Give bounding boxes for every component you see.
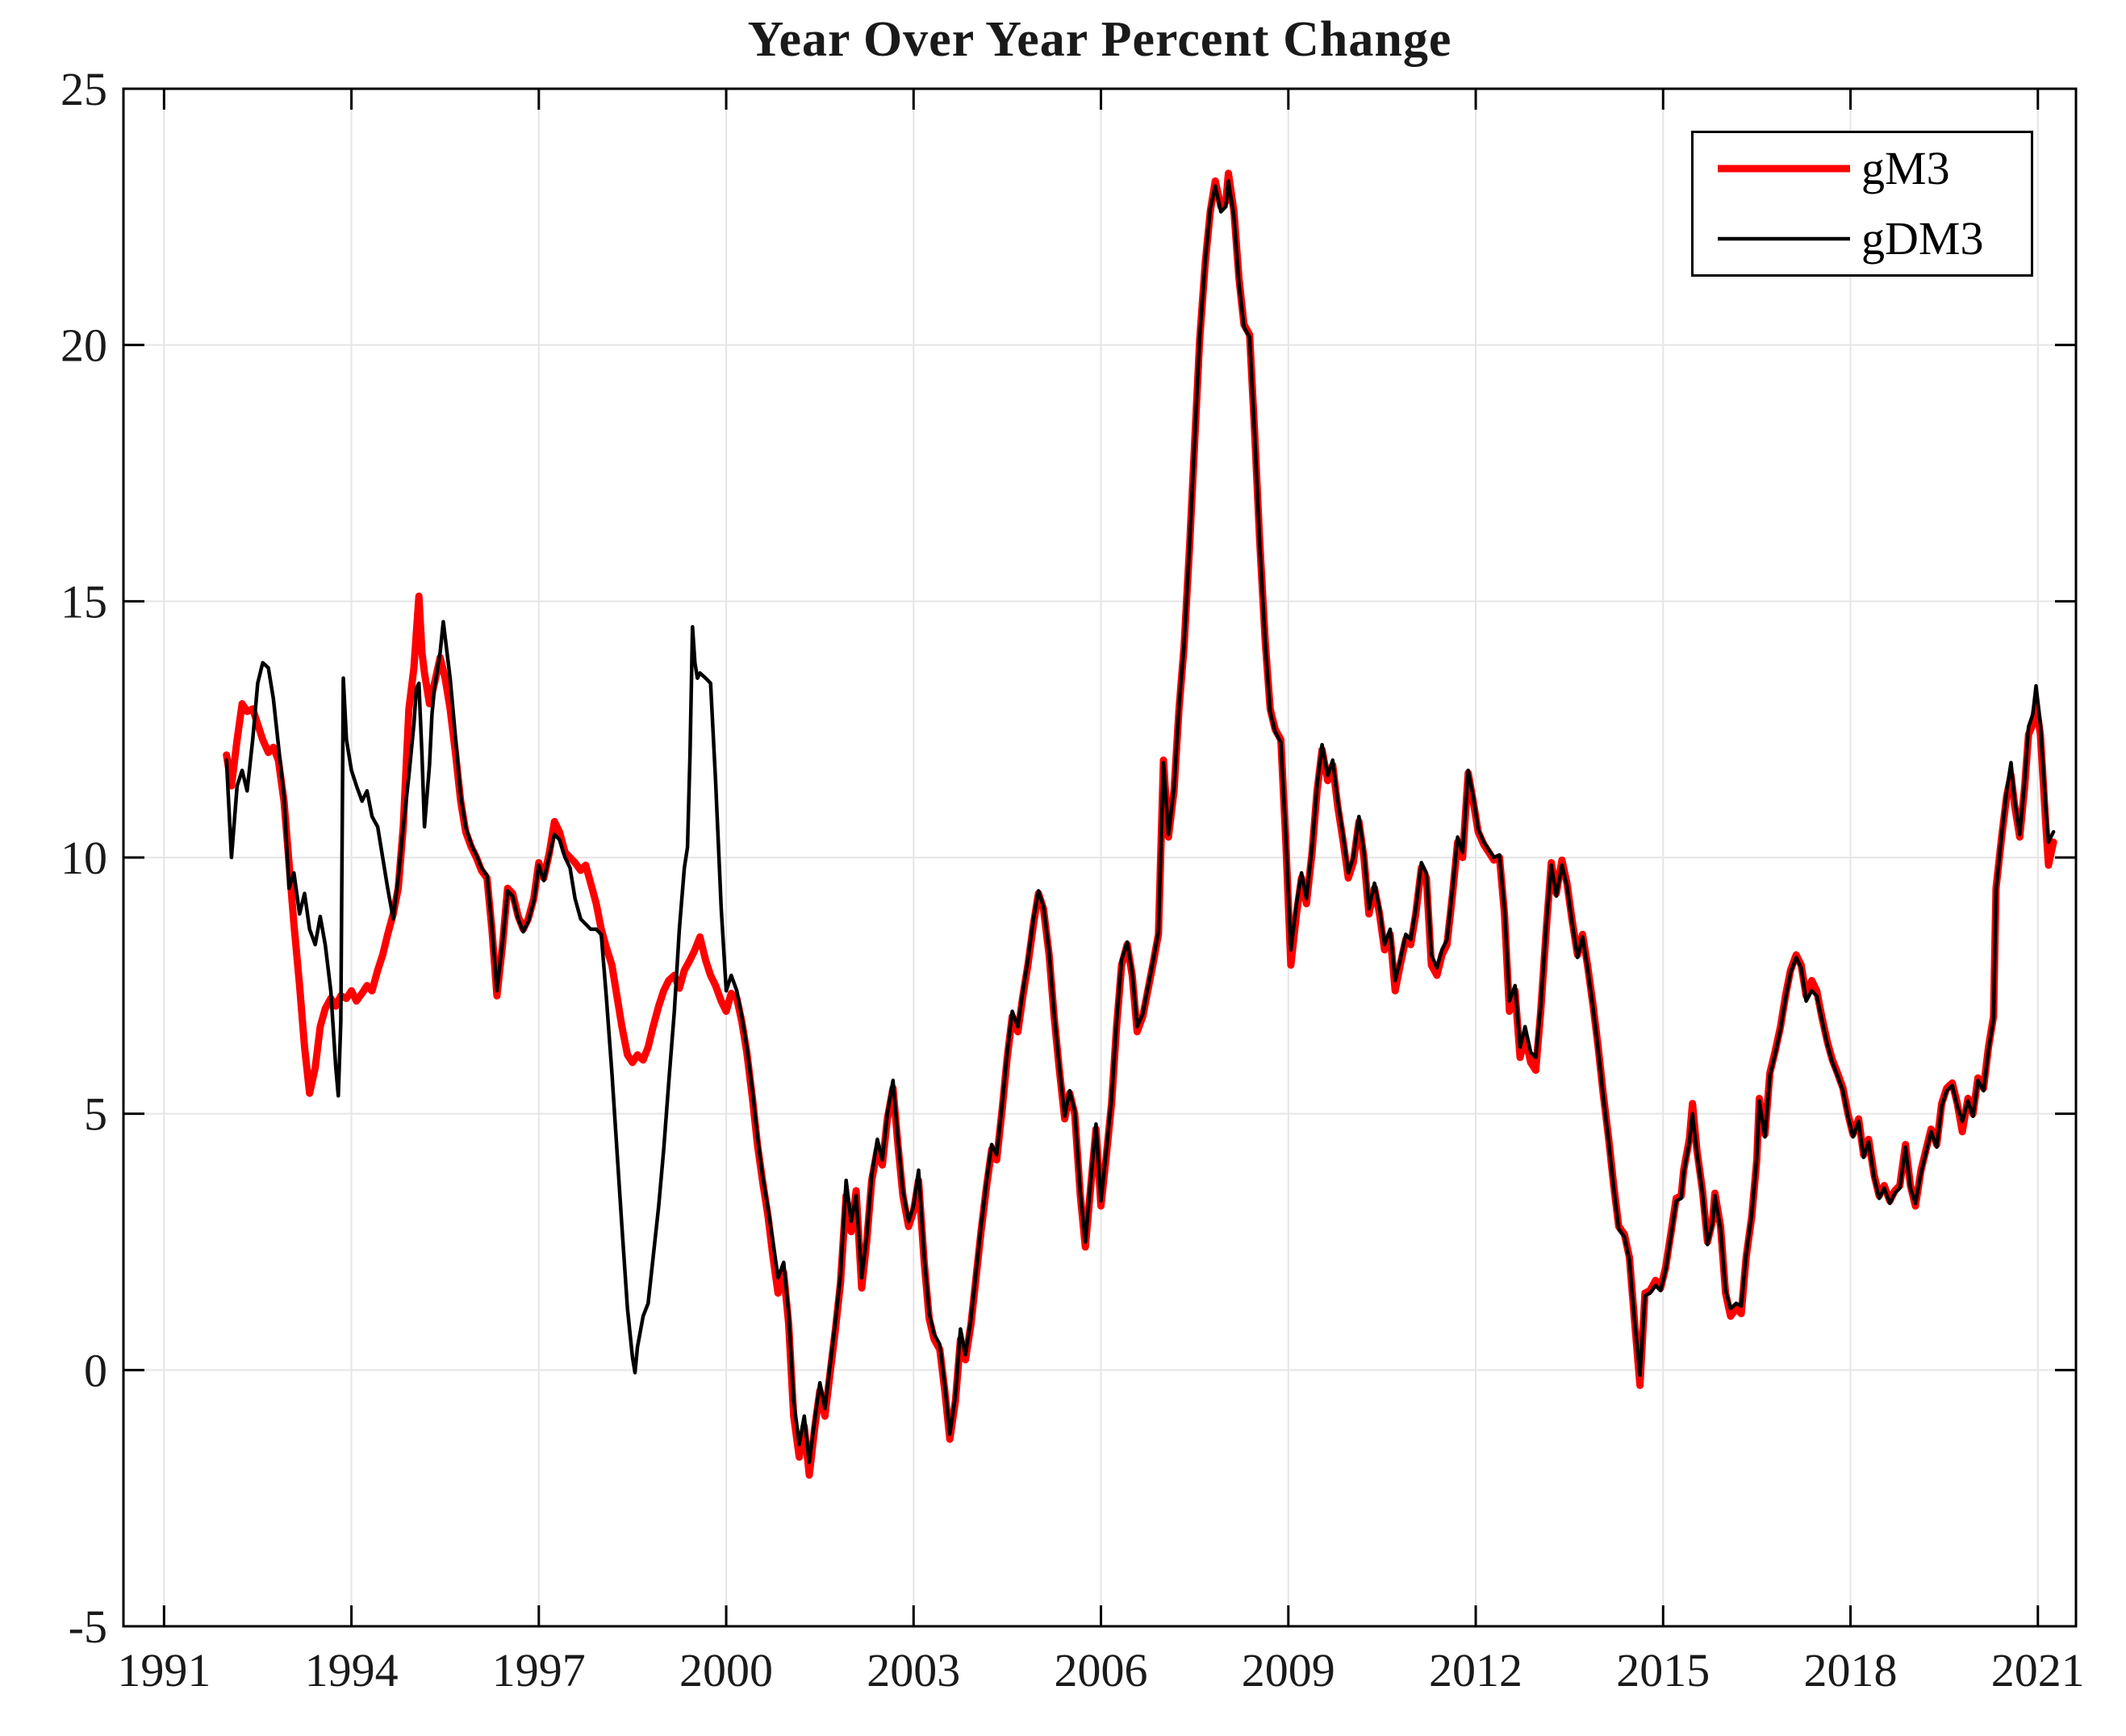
y-tick-label: 20 (61, 319, 107, 372)
y-tick-label: 10 (61, 832, 107, 884)
y-tick-label: 0 (84, 1344, 107, 1396)
x-tick-label: 2003 (867, 1644, 960, 1696)
y-tick-label: 5 (84, 1088, 107, 1141)
x-tick-label: 2009 (1242, 1644, 1335, 1696)
legend-entry-gm3: gM3 (1694, 136, 2031, 201)
x-tick-label: 2018 (1804, 1644, 1898, 1696)
y-tick-label: -5 (69, 1600, 107, 1653)
chart-title: Year Over Year Percent Change (747, 12, 1452, 67)
gdm3-line-sample-icon (1718, 237, 1850, 241)
x-tick-label: 2000 (679, 1644, 773, 1696)
series-layer (223, 169, 2057, 1479)
tick-layer (123, 87, 2076, 1628)
x-tick-label: 2021 (1991, 1644, 2085, 1696)
tick-label-layer: 1991 1994 1997 2000 2003 2006 2009 2012 2015 2018… (61, 63, 2085, 1696)
grid-layer (123, 89, 2076, 1626)
legend-entry-gdm3: gDM3 (1694, 207, 2031, 271)
x-tick-label: 1997 (492, 1644, 586, 1696)
y-tick-label: 15 (61, 575, 107, 628)
legend-label-gdm3: gDM3 (1861, 212, 1984, 265)
gm3-line (223, 169, 2057, 1479)
x-tick-label: 2006 (1055, 1644, 1148, 1696)
x-tick-label: 1991 (117, 1644, 211, 1696)
x-tick-label: 2015 (1616, 1644, 1710, 1696)
x-tick-label: 2012 (1429, 1644, 1522, 1696)
y-tick-label: 25 (61, 63, 107, 115)
legend: gM3 gDM3 (1691, 131, 2033, 277)
gm3-line-sample-icon (1718, 165, 1850, 173)
x-tick-label: 1994 (305, 1644, 399, 1696)
legend-label-gm3: gM3 (1861, 141, 1950, 194)
gdm3-line (224, 179, 2056, 1464)
